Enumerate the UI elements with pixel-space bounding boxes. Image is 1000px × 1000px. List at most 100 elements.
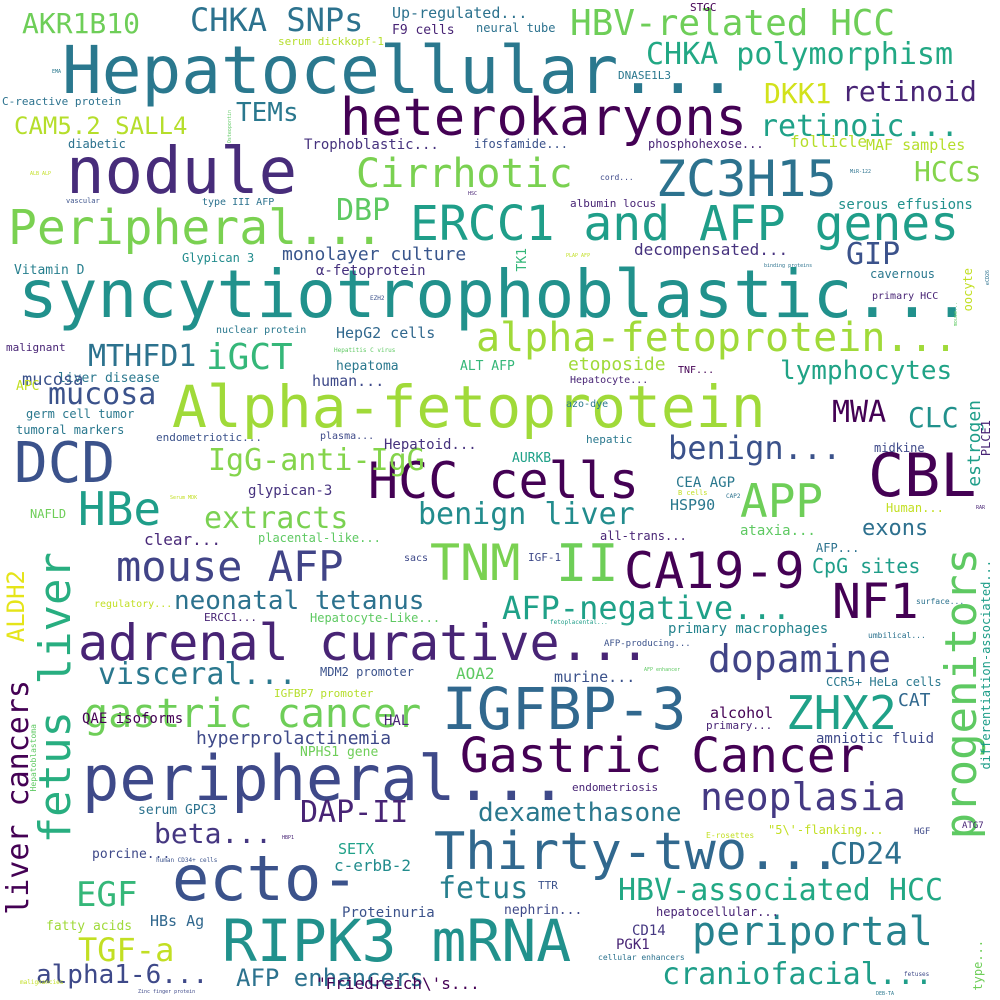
word-cloud-term: hyperprolactinemia bbox=[196, 728, 392, 749]
word-cloud-term: endometriotic... bbox=[156, 431, 262, 444]
word-cloud-term: mouse AFP bbox=[116, 542, 344, 591]
word-cloud-term: TGF-a bbox=[78, 931, 175, 969]
word-cloud-term: Osteopontin bbox=[227, 110, 233, 144]
word-cloud-term: Glypican 3 bbox=[182, 251, 255, 265]
word-cloud-term: fatty acids bbox=[46, 919, 133, 934]
word-cloud-term: umbilical... bbox=[868, 631, 926, 640]
word-cloud-term: HGF bbox=[914, 827, 931, 837]
word-cloud-term: F9 cells bbox=[392, 23, 455, 38]
word-cloud-term: ifosfamide... bbox=[474, 137, 568, 151]
word-cloud-term: peripheral... bbox=[82, 742, 568, 815]
word-cloud-term: nuclear protein bbox=[216, 325, 307, 336]
word-cloud-term: periportal bbox=[692, 909, 933, 955]
word-cloud-term: IgG-anti-IgG bbox=[208, 443, 425, 478]
word-cloud-term: CCR5+ HeLa cells bbox=[826, 675, 942, 689]
word-cloud-term: Trophoblastic... bbox=[304, 137, 439, 153]
word-cloud-term: exons bbox=[862, 516, 929, 541]
word-cloud-term: STGC bbox=[690, 1, 717, 14]
word-cloud-term: ecto- bbox=[172, 842, 359, 915]
word-cloud-term: CLC bbox=[908, 401, 959, 434]
word-cloud-term: fetus bbox=[438, 871, 529, 906]
word-cloud-term: DCD bbox=[14, 431, 116, 496]
word-cloud-term: follicle bbox=[790, 132, 868, 151]
word-cloud-term: liver disease bbox=[58, 371, 160, 386]
word-cloud-term: tumoral markers bbox=[16, 423, 125, 437]
word-cloud-term: benign liver bbox=[418, 497, 635, 532]
word-cloud-term: NF1 bbox=[832, 574, 919, 630]
word-cloud-term: Alpha-fetoprotein bbox=[172, 373, 766, 441]
word-cloud-term: eCD26 bbox=[985, 270, 991, 286]
word-cloud-term: cord... bbox=[600, 173, 634, 182]
word-cloud-term: serum GPC3 bbox=[138, 803, 217, 818]
word-cloud-term: HepG2 cells bbox=[336, 324, 436, 342]
word-cloud-term: AFP... bbox=[816, 541, 860, 555]
word-cloud-term: Proteinuria bbox=[342, 905, 435, 921]
word-cloud-term: visceral... bbox=[98, 657, 297, 692]
word-cloud-term: retinoic... bbox=[760, 109, 959, 144]
word-cloud-term: MWA bbox=[832, 395, 887, 430]
word-cloud-term: Hepatocyte... bbox=[570, 375, 649, 386]
word-cloud-term: alcohol bbox=[710, 704, 774, 722]
word-cloud-term: DEB-TA bbox=[876, 991, 895, 997]
word-cloud-term: Thirty-two... bbox=[434, 822, 841, 882]
word-cloud-term: HSP90 bbox=[670, 496, 716, 514]
word-cloud-term: oocyte bbox=[961, 268, 975, 312]
word-cloud-term: CAT bbox=[898, 690, 931, 711]
word-cloud-term: primary macrophages bbox=[668, 621, 829, 637]
word-cloud-term: MDM2 promoter bbox=[320, 665, 414, 679]
word-cloud-term: CBL bbox=[868, 441, 977, 511]
word-cloud-term: fetoplacental... bbox=[550, 619, 608, 626]
word-cloud-term: midkine bbox=[874, 441, 925, 455]
word-cloud-term: HAL bbox=[384, 713, 410, 729]
word-cloud-term: differentiation-associated... bbox=[979, 560, 993, 770]
word-cloud-term: CD14 bbox=[632, 923, 666, 939]
word-cloud-term: hepatoma bbox=[336, 359, 399, 374]
word-cloud-term: GIP bbox=[846, 237, 901, 272]
word-cloud-term: mucosa bbox=[22, 370, 84, 390]
word-cloud-term: ALT AFP bbox=[460, 359, 515, 374]
word-cloud-term: alpha1-6... bbox=[36, 960, 209, 990]
word-cloud-term: nodule bbox=[66, 135, 298, 209]
word-cloud-term: ZC3H15 bbox=[656, 150, 837, 208]
word-cloud-term: dexamethasone bbox=[478, 798, 682, 828]
word-cloud-term: glypican-3 bbox=[248, 483, 333, 499]
word-cloud-term: ZHX2 bbox=[786, 686, 897, 740]
word-cloud-term: PLCE1 bbox=[979, 420, 993, 457]
word-cloud-term: adrenal curative... bbox=[78, 614, 650, 672]
word-cloud-term: neural tube bbox=[476, 21, 556, 35]
word-cloud-term: NPHS1 gene bbox=[300, 745, 379, 760]
word-cloud-term: AFP enhancers bbox=[236, 964, 424, 992]
word-cloud-term: c-erbB-2 bbox=[334, 856, 412, 875]
word-cloud-term: type III AFP bbox=[202, 197, 275, 208]
word-cloud-term: HBe bbox=[78, 482, 162, 536]
word-cloud-term: HCC cells bbox=[368, 452, 639, 510]
word-cloud-term: Vitamin D bbox=[14, 263, 85, 278]
word-cloud-term: HCCs bbox=[914, 155, 982, 188]
word-cloud-term: primary HCC bbox=[872, 291, 939, 302]
word-cloud-term: syncytiotrophoblastic... bbox=[18, 256, 972, 333]
word-cloud-term: binding proteins bbox=[764, 263, 813, 269]
word-cloud-term: type... bbox=[971, 940, 985, 991]
word-cloud-term: germ cell tumor bbox=[26, 407, 135, 421]
word-cloud-term: IGFBP-3 bbox=[442, 675, 687, 743]
word-cloud-term: azo-dye bbox=[566, 399, 609, 410]
word-cloud-term: B cells bbox=[678, 489, 708, 497]
word-cloud-term: retinoid bbox=[842, 75, 977, 108]
word-cloud-term: CEA AGP bbox=[676, 475, 736, 491]
word-cloud-term: ataxia... bbox=[740, 523, 816, 539]
word-cloud-term: Zinc finger protein bbox=[138, 989, 196, 995]
word-cloud-term: Hepatoblastoma bbox=[29, 724, 38, 792]
word-cloud-term: diabetic bbox=[68, 137, 126, 151]
word-cloud-term: serous effusions bbox=[838, 197, 973, 213]
word-cloud-term: hepatic bbox=[586, 433, 633, 446]
word-cloud-term: heterokaryons bbox=[340, 88, 747, 148]
word-cloud-term: C-reactive protein bbox=[2, 95, 122, 108]
word-cloud-term: DBP bbox=[336, 193, 391, 228]
word-cloud-term: porcine... bbox=[92, 847, 171, 862]
word-cloud-term: AKR1B10 bbox=[22, 7, 141, 40]
word-cloud-term: primary... bbox=[706, 719, 773, 732]
word-cloud-term: ERCC1... bbox=[204, 611, 257, 624]
word-cloud-term: vascular bbox=[66, 197, 100, 205]
word-cloud-term: AOA2 bbox=[456, 664, 495, 683]
word-cloud-term: extracts bbox=[204, 501, 349, 536]
